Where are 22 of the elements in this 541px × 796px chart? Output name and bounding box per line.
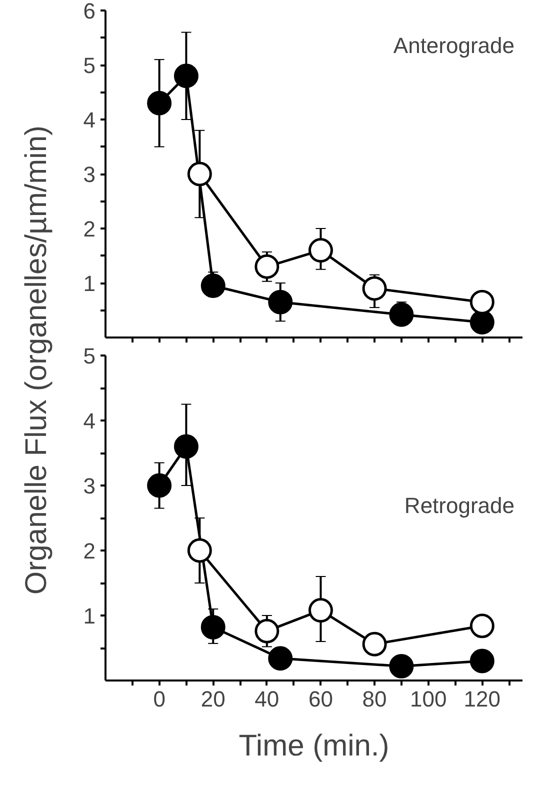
- y-tick-label: 4: [83, 108, 96, 132]
- y-axis-title: Organelle Flux (organelles/µm/min): [20, 125, 53, 595]
- y-tick-label: 3: [83, 474, 96, 498]
- x-tick-label: 100: [410, 686, 447, 712]
- y-tick-label: 5: [83, 53, 96, 78]
- x-tick-label: 80: [362, 686, 387, 712]
- x-tick-label: 60: [308, 686, 333, 712]
- annotation: Anterograde: [393, 33, 515, 58]
- y-tick-label: 2: [83, 538, 96, 564]
- y-tick-label: 1: [83, 271, 96, 296]
- x-axis-title: Time (min.): [238, 730, 390, 762]
- x-tick-label: 20: [200, 686, 226, 712]
- y-tick-label: 4: [83, 408, 96, 434]
- y-tick-label: 6: [83, 0, 96, 24]
- y-tick-label: 5: [83, 344, 96, 368]
- x-tick-label: 40: [254, 686, 280, 712]
- x-tick-label: 120: [464, 686, 501, 712]
- annotation: Retrograde: [404, 493, 515, 518]
- y-tick-label: 1: [83, 604, 96, 628]
- x-tick-label: 0: [153, 686, 166, 712]
- y-tick-label: 3: [83, 162, 96, 187]
- y-tick-label: 2: [83, 216, 96, 242]
